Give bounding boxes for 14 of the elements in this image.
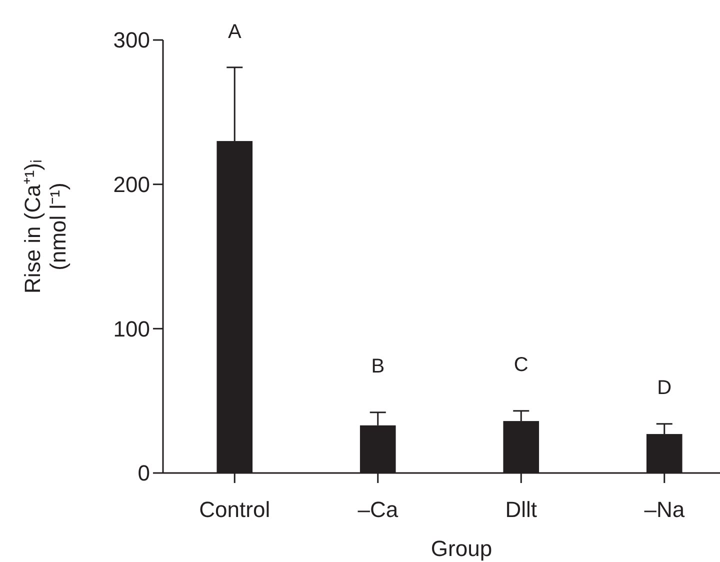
y-tick-label: 100	[113, 316, 150, 342]
y-axis-title: Rise in (Ca⁺¹)ᵢ (nmol l⁻¹)	[20, 160, 70, 294]
y-tick-label: 200	[113, 172, 150, 198]
annotation: C	[514, 354, 528, 376]
annotation: D	[657, 376, 672, 399]
x-tick-label: –Na	[644, 496, 686, 522]
annotation: A	[228, 21, 242, 43]
x-axis-title: Group	[430, 536, 492, 561]
x-tick-label: Control	[199, 496, 270, 522]
x-tick-label: –Ca	[358, 496, 399, 522]
annotation: B	[371, 355, 385, 378]
y-tick-label: 300	[113, 28, 150, 53]
y-tick-label: 0	[138, 460, 150, 486]
x-tick-label: Dllt	[505, 496, 538, 522]
